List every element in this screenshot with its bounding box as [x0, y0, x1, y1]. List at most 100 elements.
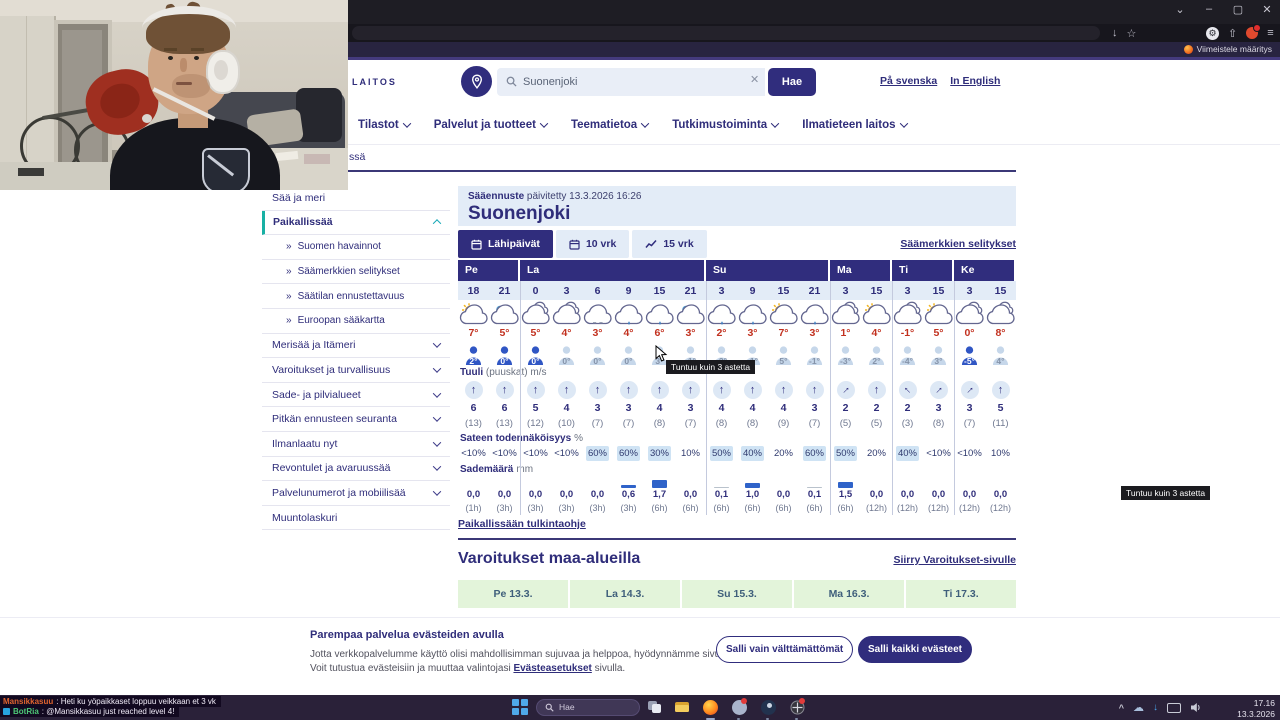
maximize-icon[interactable]: ▢: [1232, 4, 1244, 16]
sidebar-item[interactable]: Palvelunumerot ja mobiilisää: [262, 481, 450, 506]
toolbar-left-icons: ↓ ☆: [1112, 25, 1136, 41]
steam-icon[interactable]: [760, 699, 776, 715]
precip-amount-cell: 0,0: [590, 489, 605, 500]
warning-day-cell[interactable]: Su 15.3.: [682, 580, 792, 608]
wind-speed-cell: 4: [780, 401, 787, 414]
extension-icon[interactable]: ⚙: [1206, 26, 1219, 40]
task-view-icon[interactable]: [646, 699, 662, 715]
warnings-page-link[interactable]: Siirry Varoitukset-sivulle: [893, 554, 1016, 566]
nav-item[interactable]: Ilmatieteen laitos: [802, 119, 908, 131]
close-icon[interactable]: ✕: [1262, 4, 1272, 16]
sidebar-subitem[interactable]: » Euroopan sääkartta: [262, 308, 450, 334]
save-page-icon[interactable]: ↓: [1112, 27, 1118, 39]
sidebar-item[interactable]: Sää ja meri: [262, 186, 450, 211]
minimize-icon[interactable]: –: [1205, 3, 1213, 15]
day-header: Ma: [830, 260, 890, 281]
account-avatar-icon[interactable]: [1246, 24, 1262, 39]
precip-bar: [954, 476, 985, 488]
precip-period-cell: (3h): [558, 503, 575, 513]
finish-setup-notice[interactable]: Viimeistele määritys: [1183, 44, 1272, 54]
sidebar-item[interactable]: Merisää ja Itämeri: [262, 333, 450, 359]
display-icon[interactable]: [1167, 702, 1181, 713]
wind-gust-cell: (7): [591, 417, 604, 429]
precip-period-cell: (12h): [865, 503, 887, 513]
taskbar-search-label: Hae: [559, 702, 575, 712]
cookie-title: Parempaa palvelua evästeiden avulla: [310, 629, 504, 641]
sidebar-item[interactable]: Ilmanlaatu nyt: [262, 431, 450, 457]
download-arrow-icon[interactable]: ↓: [1153, 702, 1158, 713]
taskbar-clock[interactable]: 17.16 13.3.2026: [1237, 698, 1275, 719]
warning-day-cell[interactable]: Ti 17.3.: [906, 580, 1016, 608]
sidebar-item[interactable]: Sade- ja pilvialueet: [262, 382, 450, 408]
chevron-down-icon: [899, 119, 908, 128]
sidebar-item[interactable]: Varoitukset ja turvallisuus: [262, 358, 450, 383]
chevron-down-icon: [640, 119, 650, 128]
nav-item[interactable]: Teematietoa: [571, 119, 650, 131]
sidebar-item[interactable]: Pitkän ennusteen seuranta: [262, 407, 450, 432]
tab-10-vrk[interactable]: 10 vrk: [555, 230, 630, 258]
onedrive-cloud-icon[interactable]: ☁: [1133, 702, 1144, 714]
wind-gust-cell: (12): [527, 417, 544, 429]
precip-probability-cell: 50%: [833, 446, 857, 461]
nav-item[interactable]: Tilastot: [358, 119, 411, 131]
taskbar-search[interactable]: Hae: [536, 698, 640, 716]
symbol-legend-link[interactable]: Säämerkkien selitykset: [900, 238, 1016, 250]
interpretation-guide-link[interactable]: Paikallissään tulkintaohje: [458, 518, 586, 530]
chevron-down-icon: [770, 119, 780, 128]
tab-15-vrk[interactable]: 15 vrk: [632, 230, 707, 258]
tabs-list-icon[interactable]: ⌄: [1175, 4, 1185, 16]
location-pin-button[interactable]: [461, 66, 492, 97]
weather-icon: [582, 300, 613, 325]
precip-bar: [737, 476, 768, 488]
wind-arrow-icon: ↑: [768, 380, 799, 400]
nav-item[interactable]: Tutkimustoiminta: [672, 119, 780, 131]
cookie-settings-link[interactable]: Evästeasetukset: [513, 663, 592, 674]
allow-all-cookies-button[interactable]: Salli kaikki evästeet: [858, 636, 972, 663]
warning-day-cell[interactable]: La 14.3.: [570, 580, 680, 608]
nav-item[interactable]: Palvelut ja tuotteet: [434, 119, 549, 131]
wind-gust-cell: (13): [465, 417, 482, 429]
sidebar-subitem[interactable]: » Säämerkkien selitykset: [262, 259, 450, 285]
search-input[interactable]: [497, 68, 765, 96]
wind-speed-cell: 3: [625, 401, 632, 414]
url-bar[interactable]: [352, 26, 1100, 40]
wind-arrow-icon: ↑: [644, 380, 675, 400]
precip-probability-cell: 10%: [990, 448, 1010, 459]
temperature-row: 7° 5° 5° 4° 3° 4° 6° 3° 2° 3° 7° 3° 1° 4° -1° 5° 0° 8°: [458, 325, 1016, 341]
feels-like-cell: 2°: [458, 341, 489, 367]
sidebar-item[interactable]: Muuntolaskuri: [262, 505, 450, 531]
firefox-icon[interactable]: [702, 699, 718, 715]
wind-arrow-icon: ↑: [706, 380, 737, 400]
allow-necessary-button[interactable]: Salli vain välttämättömät: [716, 636, 854, 663]
start-button[interactable]: [512, 699, 528, 715]
menu-icon[interactable]: ≡: [1267, 27, 1274, 39]
sidebar-item-active[interactable]: Paikallissää: [262, 210, 450, 236]
share-icon[interactable]: ⇧: [1228, 27, 1238, 40]
warning-day-cell[interactable]: Pe 13.3.: [458, 580, 568, 608]
chat-badge-icon: [3, 708, 10, 715]
active-app-indicator: [706, 717, 715, 720]
hour-cell: 3: [563, 284, 570, 297]
page-title: Suonenjoki: [468, 203, 571, 224]
tab-lähipäivät[interactable]: Lähipäivät: [458, 230, 553, 258]
precip-amount-cell: 0,6: [621, 489, 636, 500]
lang-swedish-link[interactable]: På svenska: [880, 75, 938, 87]
lang-english-link[interactable]: In English: [950, 75, 1001, 87]
search-submit-button[interactable]: Hae: [768, 68, 816, 96]
bookmark-star-icon[interactable]: ☆: [1126, 27, 1137, 40]
warning-day-cell[interactable]: Ma 16.3.: [794, 580, 904, 608]
breadcrumb[interactable]: ssä: [349, 151, 366, 163]
clear-search-icon[interactable]: ✕: [750, 74, 760, 86]
hidden-icons-chevron[interactable]: ^: [1118, 702, 1124, 713]
sidebar-item[interactable]: Revontulet ja avaruussää: [262, 456, 450, 482]
volume-icon[interactable]: [1190, 702, 1202, 713]
feels-like-cell: 0°: [613, 341, 644, 367]
sidebar-subitem[interactable]: » Suomen havainnot: [262, 235, 450, 260]
wind-arrow-icon: ↑: [613, 380, 644, 400]
sidebar-subitem[interactable]: » Säätilan ennustettavuus: [262, 284, 450, 309]
precip-amount-cell: 0,0: [466, 489, 481, 500]
temperature-cell: 5°: [933, 327, 944, 339]
file-explorer-icon[interactable]: [674, 699, 690, 715]
temperature-cell: 4°: [871, 327, 882, 339]
weather-icon: [489, 300, 520, 325]
